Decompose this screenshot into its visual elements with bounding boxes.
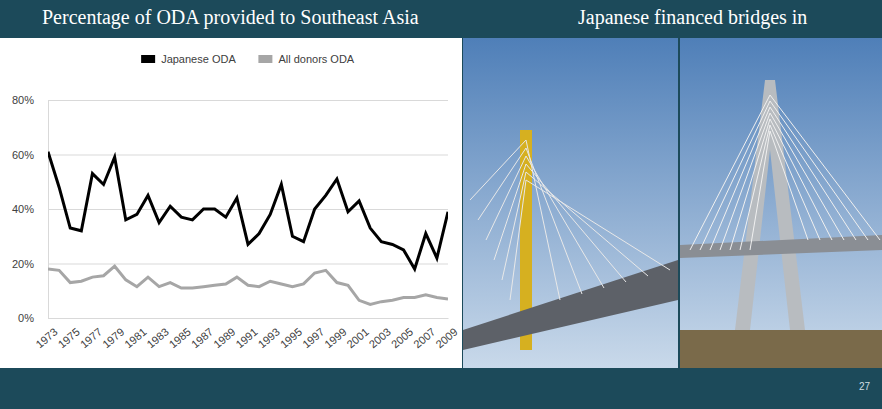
cable <box>770 119 832 240</box>
cable <box>690 95 770 250</box>
x-tick: 1985 <box>167 318 193 350</box>
y-axis-line <box>49 101 449 319</box>
slide: Percentage of ODA provided to Southeast … <box>0 0 882 409</box>
cable <box>770 95 880 240</box>
cable <box>502 172 526 280</box>
x-tick: 1997 <box>300 318 326 350</box>
cable <box>770 107 856 240</box>
x-tick: 2007 <box>411 318 437 350</box>
cable <box>478 148 526 220</box>
x-tick-label: 1995 <box>278 325 304 350</box>
legend-swatch <box>258 55 272 63</box>
legend-item: Japanese ODA <box>141 53 236 65</box>
y-tick: 80% <box>12 94 448 106</box>
y-tick-label: 20% <box>12 258 34 270</box>
pylon <box>735 80 805 330</box>
series-line <box>48 152 448 269</box>
x-tick-label: 1977 <box>78 325 104 350</box>
y-tick: 0% <box>18 312 448 324</box>
cable <box>740 125 770 250</box>
x-tick: 1993 <box>256 318 282 350</box>
river <box>680 330 882 368</box>
x-tick: 2003 <box>367 318 393 350</box>
x-tick-label: 1973 <box>33 325 59 350</box>
x-tick-label: 2005 <box>389 325 415 350</box>
legend-swatch <box>141 55 155 63</box>
cable <box>770 113 844 240</box>
legend-label: All donors ODA <box>278 53 354 65</box>
series-line <box>48 266 448 304</box>
page-number: 27 <box>859 381 871 392</box>
x-tick: 1987 <box>189 318 215 350</box>
lines <box>48 152 448 305</box>
y-tick-label: 40% <box>12 203 34 215</box>
cable <box>770 101 868 240</box>
legend-label: Japanese ODA <box>161 53 236 65</box>
x-tick: 1979 <box>100 318 126 350</box>
x-tick-label: 2009 <box>433 325 459 350</box>
x-tick: 1983 <box>144 318 170 350</box>
grid-line <box>48 318 448 319</box>
x-tick-label: 1987 <box>189 325 215 350</box>
x-tick: 1999 <box>322 318 348 350</box>
x-tick: 1995 <box>278 318 304 350</box>
x-axis: 1973197519771979198119831985198719891991… <box>33 318 459 350</box>
cable <box>470 140 526 200</box>
cable <box>750 131 770 250</box>
cable <box>710 107 770 250</box>
x-tick-label: 1985 <box>167 325 193 350</box>
cable <box>510 180 526 300</box>
x-tick-label: 1983 <box>144 325 170 350</box>
cable <box>700 101 770 250</box>
background <box>0 0 882 409</box>
x-tick: 1975 <box>56 318 82 350</box>
grid-line <box>48 209 448 210</box>
x-tick-label: 2001 <box>344 325 370 350</box>
x-axis-line <box>49 318 449 319</box>
legend: Japanese ODA All donors ODA <box>141 53 355 65</box>
cable <box>526 164 626 282</box>
x-tick-label: 1989 <box>211 325 237 350</box>
x-tick-label: 2007 <box>411 325 437 350</box>
photo <box>463 38 678 368</box>
cable <box>770 131 808 240</box>
x-tick: 2009 <box>433 318 459 350</box>
x-tick: 2001 <box>344 318 370 350</box>
photo <box>680 38 882 368</box>
x-tick: 1989 <box>211 318 237 350</box>
cable <box>770 125 820 240</box>
cable <box>730 119 770 250</box>
y-tick-label: 80% <box>12 94 34 106</box>
y-tick-label: 60% <box>12 149 34 161</box>
cable <box>720 113 770 250</box>
x-tick-label: 1979 <box>100 325 126 350</box>
chart-panel <box>0 38 462 368</box>
grid-line <box>48 100 448 101</box>
y-tick: 60% <box>12 149 448 161</box>
x-tick-label: 1975 <box>56 325 82 350</box>
x-tick: 1977 <box>78 318 104 350</box>
x-tick-label: 1981 <box>122 325 148 350</box>
deck <box>680 235 882 258</box>
x-tick-label: 2003 <box>367 325 393 350</box>
y-axis: 0% 20% 40% 60% 80% <box>12 94 448 324</box>
y-tick-label: 0% <box>18 312 34 324</box>
x-tick: 1981 <box>122 318 148 350</box>
grid-line <box>48 155 448 156</box>
x-tick-label: 1993 <box>256 325 282 350</box>
legend-item: All donors ODA <box>258 53 354 65</box>
x-tick-label: 1991 <box>233 325 259 350</box>
x-tick: 1973 <box>33 318 59 350</box>
title: Percentage of ODA provided to Southeast … <box>42 6 419 29</box>
x-tick-label: 1997 <box>300 325 326 350</box>
y-tick: 20% <box>12 258 448 270</box>
cable <box>526 172 648 276</box>
x-tick-label: 1999 <box>322 325 348 350</box>
x-tick: 2005 <box>389 318 415 350</box>
grid-line <box>48 264 448 265</box>
panel-title: Japanese financed bridges in <box>578 6 807 29</box>
photos <box>463 38 882 368</box>
x-tick: 1991 <box>233 318 259 350</box>
cable <box>526 180 670 270</box>
